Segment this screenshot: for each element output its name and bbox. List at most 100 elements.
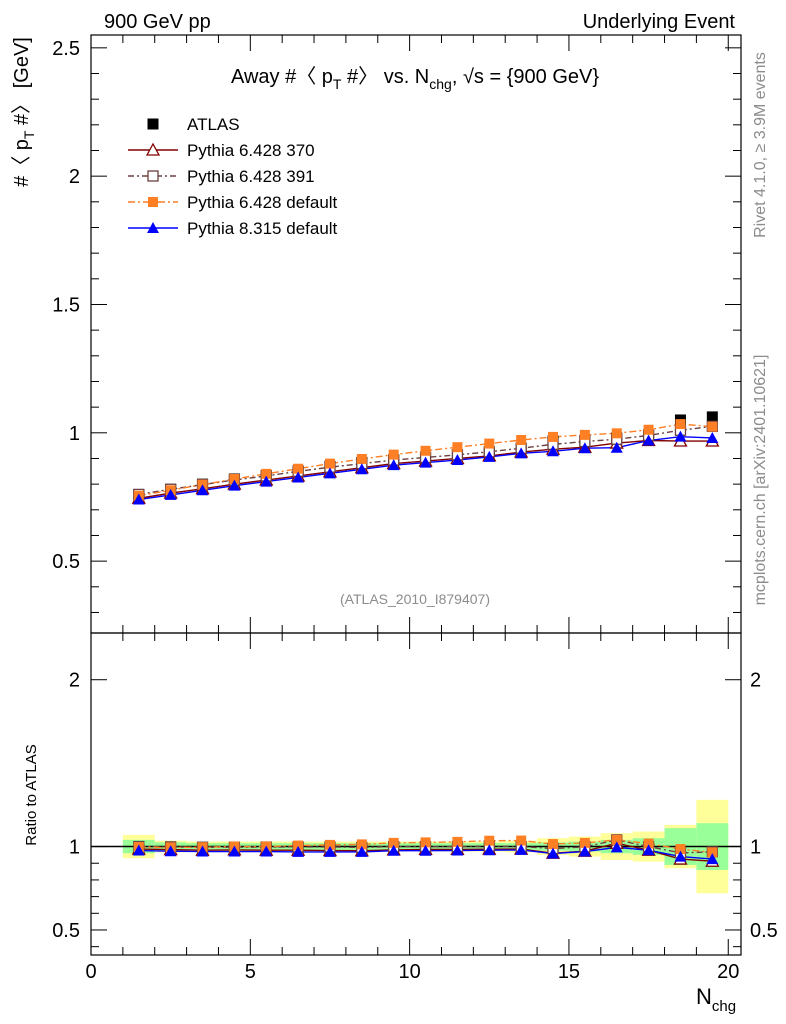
series-4-ratio-point [323, 845, 336, 857]
series-4-ratio-point [515, 843, 528, 855]
series-4-point [323, 467, 336, 479]
ratio-y-tick-label-right: 2 [750, 670, 761, 692]
series-4-ratio-point [578, 845, 591, 857]
series-4-ratio-point [642, 844, 655, 856]
series-3-ratio-point [356, 839, 367, 850]
series-3-point [356, 453, 367, 464]
header-right: Underlying Event [583, 11, 736, 33]
series-3-point [548, 431, 559, 442]
series-4-point [451, 454, 464, 466]
legend-marker [145, 142, 161, 156]
rivet-version-label: Rivet 4.1.0, ≥ 3.9M events [752, 52, 769, 238]
series-4-point [419, 456, 432, 468]
series-4-point [642, 434, 655, 446]
x-tick-label: 5 [245, 961, 256, 983]
series-3-ratio-point [643, 838, 654, 849]
series-4-ratio-point [451, 844, 464, 856]
series-3-point [229, 474, 240, 485]
series-4-point [547, 445, 560, 457]
series-3-point [643, 424, 654, 435]
atlas-data-point [706, 411, 718, 423]
legend: ATLAS Pythia 6.428 370 Pythia 6.428 391 Pyt… [128, 115, 338, 238]
series-4-point [515, 447, 528, 459]
legend-label: ATLAS [187, 115, 240, 134]
series-4-point [674, 430, 687, 442]
x-tick-label: 0 [85, 961, 96, 983]
series-4-ratio-point [292, 845, 305, 857]
x-tick-label: 20 [717, 961, 739, 983]
series-4-ratio-point [164, 845, 177, 857]
series-3-point [611, 428, 622, 439]
series-3-ratio-point [675, 844, 686, 855]
series-4-ratio-point [387, 844, 400, 856]
legend-marker [148, 197, 158, 207]
series-3-ratio-point [516, 835, 527, 846]
ratio-y-tick-label-right: 1 [750, 837, 761, 859]
series-3-point [388, 449, 399, 460]
series-4-point [387, 459, 400, 471]
series-3-ratio-point [324, 839, 335, 850]
series-3-ratio-point [707, 847, 718, 858]
series-4-ratio-point [419, 844, 432, 856]
series-3-point [707, 421, 718, 432]
series-3-point [293, 463, 304, 474]
series-3-point [484, 438, 495, 449]
series-3-point [516, 434, 527, 445]
legend-label: Pythia 6.428 370 [187, 141, 315, 160]
series-3-point [420, 445, 431, 456]
ratio-plot-frame [90, 632, 742, 956]
source-label: mcplots.cern.ch [arXiv:2401.10621] [752, 355, 769, 606]
series-3-ratio-point [484, 835, 495, 846]
header-left: 900 GeV pp [104, 11, 211, 33]
series-4-ratio-point [706, 853, 719, 865]
series-4-ratio-point [196, 845, 209, 857]
series-4-point [260, 475, 273, 487]
y-tick-label: 1.5 [52, 294, 80, 316]
legend-marker [147, 118, 159, 130]
series-4-point [196, 484, 209, 496]
series-4-point [292, 471, 305, 483]
series-4-point [706, 431, 719, 443]
series-4-ratio-point [228, 845, 241, 857]
ratio-y-axis-label: Ratio to ATLAS [23, 744, 40, 845]
series-4-point [578, 442, 591, 454]
series-4-ratio-point [674, 850, 687, 862]
y-tick-label: 1 [69, 423, 80, 445]
legend-label: Pythia 6.428 391 [187, 167, 315, 186]
ratio-plot: 0 5 10 15 20 0.5 0.5 1 1 2 2 [52, 632, 778, 983]
series-4-ratio-point [260, 845, 273, 857]
legend-marker [147, 170, 159, 182]
series-4-point [132, 493, 145, 505]
legend-label: Pythia 8.315 default [187, 219, 338, 238]
ratio-y-tick-label: 0.5 [52, 920, 80, 942]
series-4-ratio-point [355, 845, 368, 857]
series-3-ratio-point [420, 837, 431, 848]
series-3-point [324, 458, 335, 469]
series-3-ratio-point [548, 839, 559, 850]
series-3-ratio-point [388, 837, 399, 848]
series-4-point [610, 441, 623, 453]
series-3-ratio-point [452, 836, 463, 847]
y-tick-label: 0.5 [52, 551, 80, 573]
series-3-point [452, 442, 463, 453]
series-3-point [261, 468, 272, 479]
main-plot: 0.5 1 1.5 2 2.5 [52, 34, 742, 955]
series-4-ratio-point [132, 844, 145, 856]
x-tick-label: 15 [558, 961, 580, 983]
series-3-point [675, 419, 686, 430]
legend-marker [147, 222, 159, 233]
series-3-ratio-point [611, 834, 622, 845]
analysis-watermark: (ATLAS_2010_I879407) [340, 591, 490, 607]
series-4-point [228, 479, 241, 491]
ratio-y-tick-label-right: 0.5 [750, 920, 778, 942]
series-3-point [579, 429, 590, 440]
y-tick-label: 2 [69, 166, 80, 188]
series-3-ratio-point [579, 837, 590, 848]
x-axis-label: Nchg [696, 984, 736, 1015]
legend-label: Pythia 6.428 default [187, 193, 338, 212]
ratio-y-tick-label: 2 [69, 670, 80, 692]
series-4-ratio-point [547, 847, 560, 859]
series-3-ratio-point [293, 840, 304, 851]
y-axis-label: #〈 pT #〉 [GeV] [11, 37, 37, 187]
